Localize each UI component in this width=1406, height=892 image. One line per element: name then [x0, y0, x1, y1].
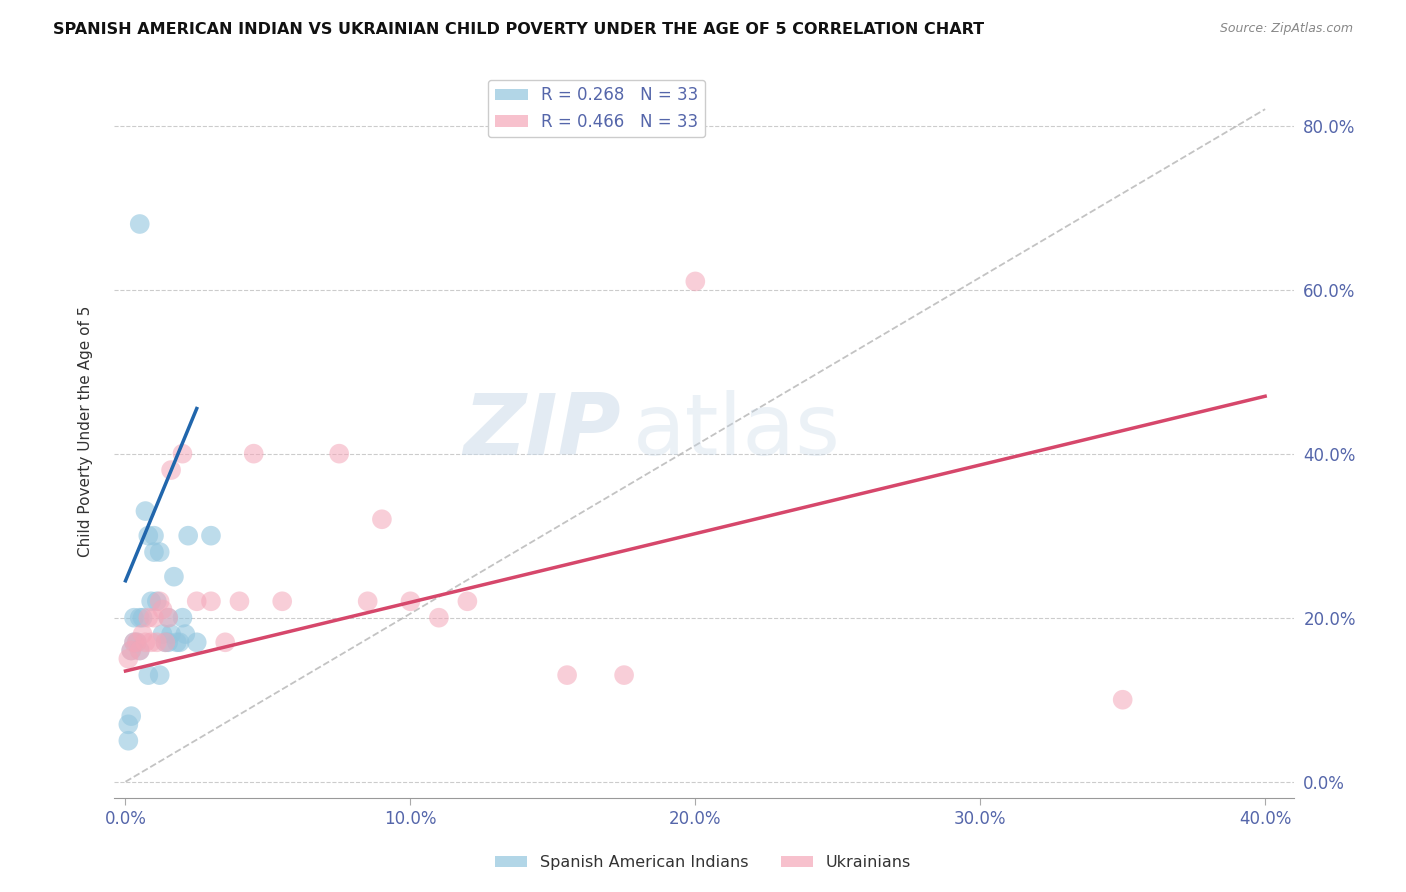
- Point: [122, 635, 145, 649]
- Text: atlas: atlas: [633, 390, 841, 473]
- Point: [357, 594, 380, 608]
- Point: [169, 635, 191, 649]
- Point: [214, 635, 236, 649]
- Point: [200, 594, 222, 608]
- Point: [128, 217, 150, 231]
- Point: [131, 610, 153, 624]
- Point: [136, 668, 159, 682]
- Text: SPANISH AMERICAN INDIAN VS UKRAINIAN CHILD POVERTY UNDER THE AGE OF 5 CORRELATIO: SPANISH AMERICAN INDIAN VS UKRAINIAN CHI…: [53, 22, 984, 37]
- Point: [328, 447, 350, 461]
- Text: Source: ZipAtlas.com: Source: ZipAtlas.com: [1219, 22, 1353, 36]
- Text: ZIP: ZIP: [464, 390, 621, 473]
- Point: [136, 610, 159, 624]
- Point: [149, 668, 172, 682]
- Point: [117, 733, 139, 747]
- Point: [399, 594, 422, 608]
- Point: [613, 668, 636, 682]
- Point: [128, 643, 150, 657]
- Point: [456, 594, 478, 608]
- Point: [174, 627, 197, 641]
- Point: [139, 635, 162, 649]
- Point: [200, 529, 222, 543]
- Point: [228, 594, 250, 608]
- Point: [136, 529, 159, 543]
- Point: [152, 602, 174, 616]
- Legend: R = 0.268   N = 33, R = 0.466   N = 33: R = 0.268 N = 33, R = 0.466 N = 33: [488, 79, 706, 137]
- Point: [172, 610, 194, 624]
- Point: [157, 610, 180, 624]
- Point: [155, 635, 177, 649]
- Point: [125, 635, 148, 649]
- Point: [1111, 692, 1133, 706]
- Point: [186, 594, 208, 608]
- Point: [131, 627, 153, 641]
- Point: [146, 635, 169, 649]
- Point: [685, 274, 707, 288]
- Point: [149, 594, 172, 608]
- Y-axis label: Child Poverty Under the Age of 5: Child Poverty Under the Age of 5: [79, 305, 93, 557]
- Point: [166, 635, 188, 649]
- Point: [177, 529, 200, 543]
- Point: [155, 635, 177, 649]
- Point: [271, 594, 294, 608]
- Point: [134, 635, 156, 649]
- Point: [120, 643, 142, 657]
- Point: [157, 610, 180, 624]
- Legend: Spanish American Indians, Ukrainians: Spanish American Indians, Ukrainians: [489, 849, 917, 877]
- Point: [371, 512, 394, 526]
- Point: [134, 504, 156, 518]
- Point: [152, 627, 174, 641]
- Point: [427, 610, 450, 624]
- Point: [122, 610, 145, 624]
- Point: [143, 529, 166, 543]
- Point: [242, 447, 264, 461]
- Point: [146, 594, 169, 608]
- Point: [120, 709, 142, 723]
- Point: [555, 668, 578, 682]
- Point: [172, 447, 194, 461]
- Point: [139, 594, 162, 608]
- Point: [117, 651, 139, 665]
- Point: [160, 627, 183, 641]
- Point: [125, 635, 148, 649]
- Point: [186, 635, 208, 649]
- Point: [117, 717, 139, 731]
- Point: [122, 635, 145, 649]
- Point: [143, 610, 166, 624]
- Point: [160, 463, 183, 477]
- Point: [128, 643, 150, 657]
- Point: [149, 545, 172, 559]
- Point: [157, 635, 180, 649]
- Point: [143, 545, 166, 559]
- Point: [163, 570, 186, 584]
- Point: [128, 610, 150, 624]
- Point: [120, 643, 142, 657]
